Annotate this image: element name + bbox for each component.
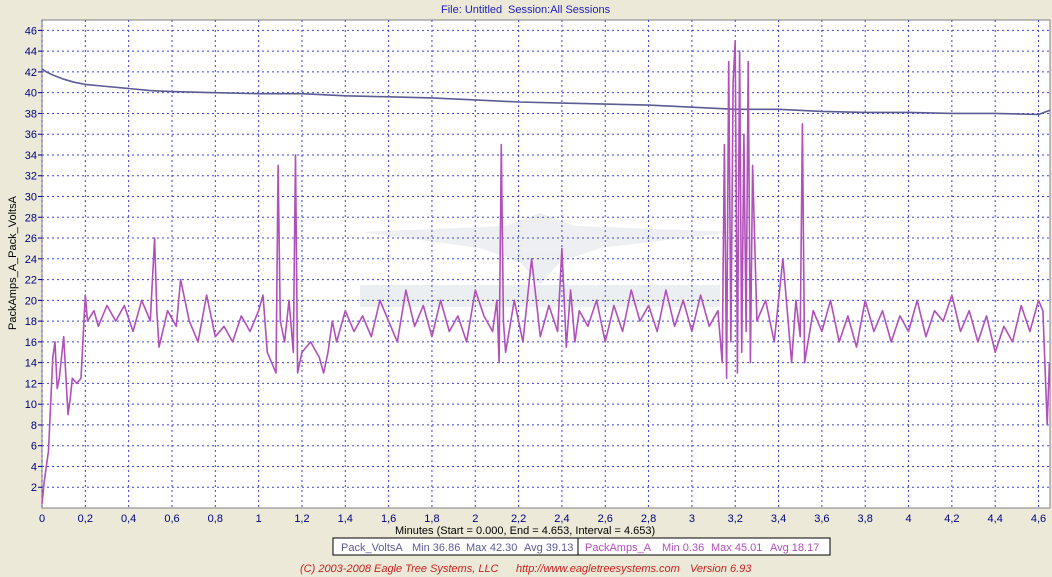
legend-volts-min: Min 36.86 [412, 542, 460, 554]
legend-volts-avg: Avg 39.13 [524, 542, 573, 554]
file-label: File: Untitled [441, 4, 502, 16]
x-tick-label: 4,2 [944, 513, 959, 525]
y-tick-label: 28 [25, 212, 37, 224]
x-tick-label: 1 [256, 513, 262, 525]
legend-amps-min: Min 0.36 [662, 542, 704, 554]
volts-series-line [41, 68, 1051, 116]
x-tick-label: 2,8 [641, 513, 656, 525]
y-axis-ticks: 2468101214161820222426283032343638404244… [25, 25, 42, 494]
x-tick-label: 3,6 [814, 513, 829, 525]
x-tick-label: 3,4 [771, 513, 786, 525]
amps-series-line [41, 40, 1051, 504]
y-tick-label: 18 [25, 316, 37, 328]
y-tick-label: 32 [25, 171, 37, 183]
footer-version: Version 6.93 [690, 563, 752, 575]
y-axis-label: PackAmps_A_Pack_VoltsA [7, 195, 19, 330]
y-tick-label: 12 [25, 378, 37, 390]
y-tick-label: 34 [25, 150, 37, 162]
plot-area [41, 19, 1051, 509]
x-tick-label: 2,2 [511, 513, 526, 525]
x-tick-label: 0,6 [164, 513, 179, 525]
x-tick-label: 1,8 [424, 513, 439, 525]
x-tick-label: 0,2 [78, 513, 93, 525]
footer-copyright: (C) 2003-2008 Eagle Tree Systems, LLC [300, 563, 499, 575]
legend-amps-name: PackAmps_A [585, 542, 652, 554]
y-tick-label: 42 [25, 67, 37, 79]
y-tick-label: 10 [25, 399, 37, 411]
y-tick-label: 44 [25, 46, 37, 58]
x-tick-label: 1,2 [294, 513, 309, 525]
y-tick-label: 14 [25, 358, 37, 370]
legend-amps-max: Max 45.01 [711, 542, 762, 554]
y-tick-label: 38 [25, 108, 37, 120]
x-tick-label: 0,8 [208, 513, 223, 525]
y-tick-label: 40 [25, 88, 37, 100]
legend-volts-max: Max 42.30 [466, 542, 517, 554]
x-tick-label: 3,8 [858, 513, 873, 525]
legend-volts-name: Pack_VoltsA [341, 542, 403, 554]
x-tick-label: 2 [472, 513, 478, 525]
x-tick-label: 4,6 [1031, 513, 1046, 525]
footer-url: http://www.eagletreesystems.com [516, 563, 680, 575]
y-tick-label: 30 [25, 192, 37, 204]
x-tick-label: 3 [689, 513, 695, 525]
x-axis-ticks: 0 0,2 0,4 0,6 0,8 1 1,2 1,4 1,6 1,8 2 2,2 2,4 2,6 2,8 3… [39, 513, 1046, 525]
x-tick-label: 2,4 [554, 513, 569, 525]
x-tick-label: 0,4 [121, 513, 136, 525]
x-tick-label: 1,4 [338, 513, 353, 525]
x-tick-label: 4 [905, 513, 911, 525]
x-tick-label: 2,6 [598, 513, 613, 525]
y-tick-label: 6 [31, 441, 37, 453]
x-tick-label: 1,6 [381, 513, 396, 525]
y-tick-label: 22 [25, 275, 37, 287]
x-tick-label: 0 [39, 513, 45, 525]
y-tick-label: 8 [31, 420, 37, 432]
x-tick-label: 4,4 [988, 513, 1003, 525]
series-lines [41, 40, 1051, 504]
y-tick-label: 26 [25, 233, 37, 245]
x-tick-label: 3,2 [728, 513, 743, 525]
legend-amps-avg: Avg 18.17 [770, 542, 819, 554]
y-tick-label: 2 [31, 482, 37, 494]
legend-box [332, 537, 831, 556]
legend: Pack_VoltsA Min 36.86 Max 42.30 Avg 39.1… [332, 537, 831, 556]
y-tick-label: 36 [25, 129, 37, 141]
grid [41, 20, 1050, 508]
session-label: Session:All Sessions [508, 4, 611, 16]
x-axis-label: Minutes (Start = 0.000, End = 4.653, Int… [395, 525, 655, 537]
y-tick-label: 20 [25, 295, 37, 307]
y-tick-label: 16 [25, 337, 37, 349]
y-tick-label: 4 [31, 461, 37, 473]
eagle-logo-watermark-icon [360, 213, 735, 307]
y-tick-label: 24 [25, 254, 37, 266]
y-tick-label: 46 [25, 25, 37, 37]
